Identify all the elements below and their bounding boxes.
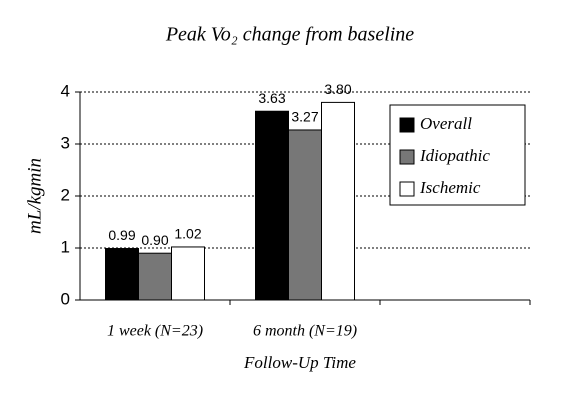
legend-swatch: [399, 149, 415, 165]
value-label: 0.99: [108, 227, 135, 243]
bar: [105, 248, 139, 301]
x-axis-label: Follow-Up Time: [243, 353, 356, 372]
y-tick-label: 3: [61, 133, 70, 152]
bar: [255, 110, 289, 301]
legend-label: Idiopathic: [419, 146, 490, 165]
legend-label: Ischemic: [419, 178, 481, 197]
y-tick-label: 0: [61, 289, 70, 308]
x-tick-label: 1 week (N=23): [107, 323, 203, 340]
y-tick-label: 4: [61, 81, 70, 100]
y-tick-label: 1: [61, 237, 70, 256]
legend-swatch: [399, 117, 415, 133]
value-label: 1.02: [174, 226, 201, 242]
y-tick-label: 2: [61, 185, 70, 204]
value-label: 0.90: [141, 232, 168, 248]
bar: [171, 246, 205, 301]
bar: [138, 252, 172, 301]
chart-title: Peak Vo₂ change from baseline: [165, 24, 414, 46]
bar: [288, 129, 322, 301]
value-label: 3.80: [324, 81, 351, 97]
x-tick-label: 6 month (N=19): [253, 323, 357, 340]
legend-swatch: [399, 181, 415, 197]
value-label: 3.27: [291, 109, 318, 125]
legend-label: Overall: [420, 114, 472, 133]
value-label: 3.63: [258, 90, 285, 106]
y-axis-label: mL/kgmin: [24, 158, 45, 234]
bar: [321, 101, 355, 301]
